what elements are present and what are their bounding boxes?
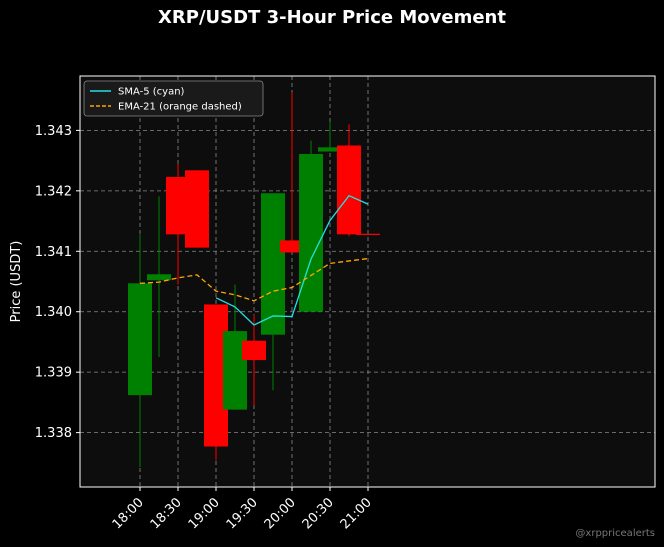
x-tick-label: 19:30 xyxy=(224,495,261,532)
y-tick-label: 1.342 xyxy=(35,184,72,199)
x-tick-label: 19:00 xyxy=(186,495,223,532)
x-tick-label: 21:00 xyxy=(338,495,375,532)
legend-label: SMA-5 (cyan) xyxy=(118,87,185,98)
candle-body xyxy=(356,233,380,235)
legend-label: EMA-21 (orange dashed) xyxy=(118,102,242,113)
candle-body xyxy=(261,193,285,335)
candle-body xyxy=(318,147,342,152)
plot-area xyxy=(80,76,655,487)
x-tick-label: 20:30 xyxy=(300,495,337,532)
y-tick-label: 1.341 xyxy=(35,245,72,260)
candle-body xyxy=(337,145,361,235)
candle-body xyxy=(128,283,152,396)
sma-line xyxy=(215,194,369,326)
watermark: @xrppricealerts xyxy=(575,528,655,539)
candle-body xyxy=(185,170,209,248)
candle-body xyxy=(242,340,266,361)
y-tick-label: 1.339 xyxy=(35,366,72,381)
legend-box xyxy=(83,80,264,117)
candle-body xyxy=(299,153,323,312)
candle-body xyxy=(280,240,304,253)
y-tick-label: 1.338 xyxy=(35,426,72,441)
y-axis-label: Price (USDT) xyxy=(9,241,24,323)
x-tick-label: 18:30 xyxy=(148,495,185,532)
legend: SMA-5 (cyan) EMA-21 (orange dashed) xyxy=(83,80,264,117)
candle-body xyxy=(147,274,171,281)
y-tick-label: 1.340 xyxy=(35,305,72,320)
y-tick-label: 1.343 xyxy=(35,124,72,139)
x-tick-label: 18:00 xyxy=(110,495,147,532)
chart-title: XRP/USDT 3-Hour Price Movement xyxy=(158,7,506,28)
ema-line xyxy=(139,257,369,302)
x-tick-label: 20:00 xyxy=(262,495,299,532)
